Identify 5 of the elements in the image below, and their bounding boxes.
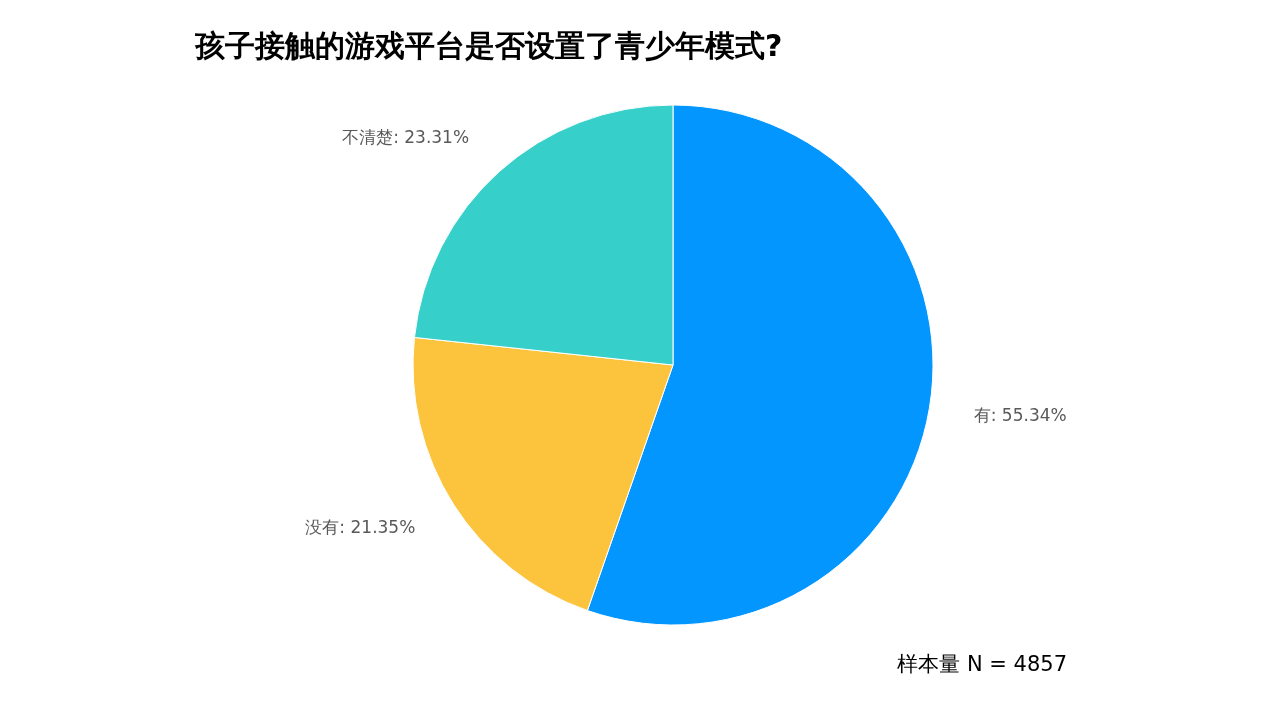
text: 样本量 N = 4857 xyxy=(897,652,1067,676)
slice-label: 没有: 21.35% xyxy=(305,517,416,538)
slice-label: 不清楚: 23.31% xyxy=(342,127,470,148)
chart-title: 孩子接触的游戏平台是否设置了青少年模式? xyxy=(194,28,783,63)
slice-label: 有: 55.34% xyxy=(973,404,1067,425)
